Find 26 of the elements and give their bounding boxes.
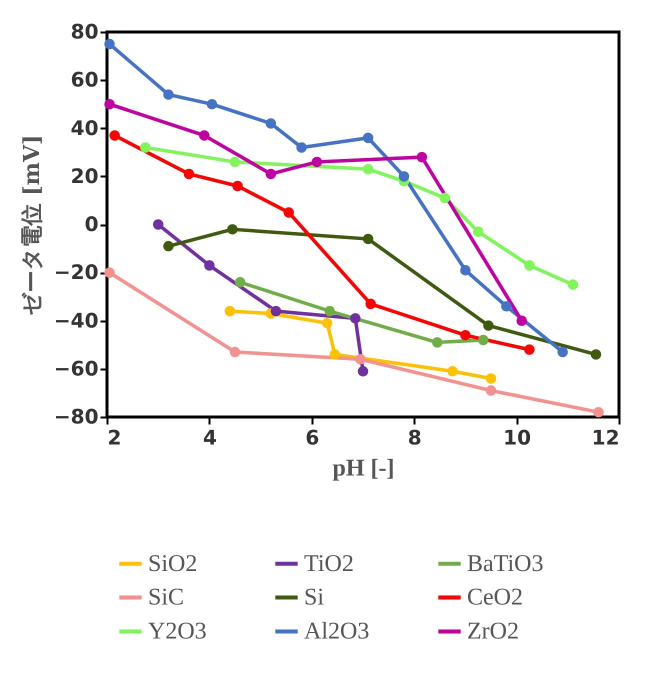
legend-label: CeO2 bbox=[467, 584, 523, 610]
legend-label: SiC bbox=[148, 584, 184, 610]
y-tick-label: 60 bbox=[70, 68, 98, 92]
legend-label: ZrO2 bbox=[467, 618, 519, 644]
y-axis-title: ゼータ電位 [mV] bbox=[18, 134, 45, 316]
legend-label: BaTiO3 bbox=[467, 550, 544, 577]
x-tick-label: 10 bbox=[503, 426, 532, 450]
y-tick-label: −20 bbox=[54, 260, 98, 284]
legend-label: TiO2 bbox=[304, 550, 354, 577]
x-axis-title: pH [-] bbox=[332, 456, 394, 482]
x-tick-label: 6 bbox=[305, 426, 320, 450]
x-tick-label: 8 bbox=[408, 426, 422, 450]
y-tick-label: 0 bbox=[84, 212, 98, 236]
legend-label: Y2O3 bbox=[148, 618, 207, 644]
x-tick-label: 2 bbox=[108, 426, 122, 450]
y-tick-label: 40 bbox=[70, 116, 98, 140]
x-tick-label: 4 bbox=[202, 426, 217, 450]
legend-label: SiO2 bbox=[148, 550, 198, 577]
legend-label: Si bbox=[304, 584, 324, 610]
legend-label: Al2O3 bbox=[304, 618, 370, 644]
y-tick-label: 20 bbox=[70, 164, 98, 188]
y-tick-label: −60 bbox=[54, 356, 98, 380]
y-tick-label: 80 bbox=[70, 20, 98, 44]
y-tick-label: −40 bbox=[54, 308, 98, 332]
x-tick-label: 12 bbox=[592, 426, 620, 450]
y-tick-label: −80 bbox=[54, 404, 98, 428]
